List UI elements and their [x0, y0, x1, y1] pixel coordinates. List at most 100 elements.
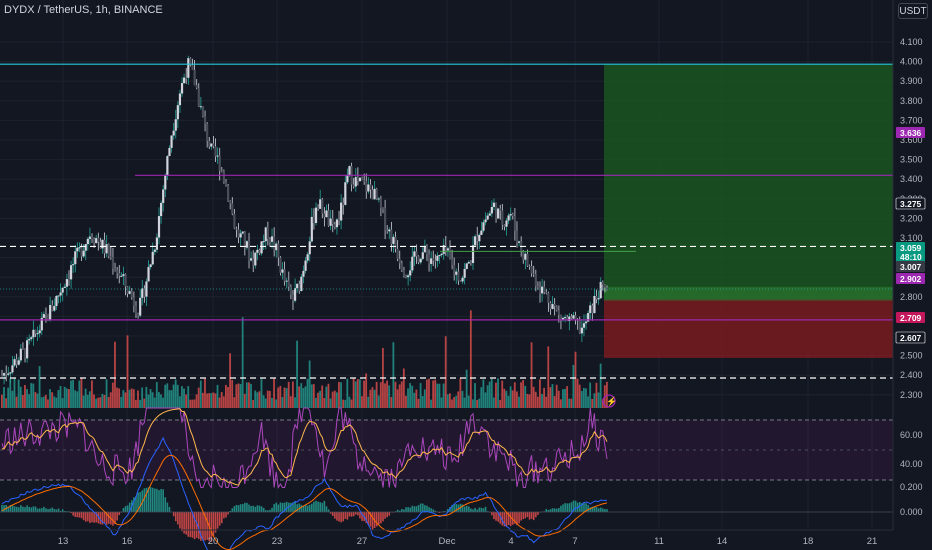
volume-bar: [151, 392, 154, 408]
candle-body: [86, 238, 89, 245]
volume-bar: [417, 398, 420, 408]
candle-body: [201, 106, 205, 117]
candle-body: [438, 255, 441, 257]
volume-bar: [434, 379, 437, 408]
volume-bar: [526, 393, 529, 408]
macd-histogram-bar: [193, 512, 196, 540]
price-axis[interactable]: 4.100 4.000 3.900 3.800 3.700 3.600 3.500 3.400…: [892, 0, 926, 530]
candle-body: [59, 292, 62, 296]
candle-body: [455, 271, 458, 275]
macd-histogram-bar: [593, 506, 596, 512]
volume-bar: [283, 387, 286, 408]
candle-body: [291, 294, 295, 301]
macd-histogram-bar: [34, 506, 37, 512]
volume-bar: [47, 399, 49, 408]
time-axis[interactable]: 13 16 20 23 27 Dec 4 7 11 14 18 21: [0, 529, 893, 547]
candle-body: [162, 189, 165, 203]
candle-body: [275, 243, 278, 251]
candle-body: [450, 258, 454, 266]
macd-histogram-bar: [602, 508, 604, 512]
macd-histogram-bar: [535, 512, 537, 518]
volume-bar: [193, 399, 196, 408]
candle-body: [250, 258, 253, 261]
candle-body: [149, 264, 152, 268]
macd-histogram-bar: [273, 504, 275, 512]
volume-bar: [260, 379, 263, 408]
candle-body: [247, 241, 251, 261]
volume-bar: [599, 363, 602, 408]
macd-histogram-bar: [336, 512, 338, 521]
candle-body: [425, 246, 429, 255]
candle-body: [283, 269, 286, 282]
candle-body: [306, 254, 309, 261]
candle-body: [524, 253, 527, 260]
macd-histogram-bar: [520, 512, 522, 521]
candle-body: [53, 306, 56, 311]
candle-body: [30, 337, 33, 339]
candle-body: [534, 274, 537, 287]
candle-body: [404, 276, 408, 278]
time-tick-label: 13: [58, 536, 69, 547]
candle-body: [603, 284, 607, 288]
macd-histogram-bar: [382, 512, 384, 522]
volume-bar: [407, 388, 409, 408]
currency-button[interactable]: USDT: [898, 3, 928, 19]
candle-body: [90, 236, 94, 239]
macd-histogram-bar: [386, 512, 388, 518]
time-tick-label: 4: [508, 536, 513, 547]
volume-bar: [241, 317, 244, 408]
candle-body: [49, 304, 52, 321]
candle-body: [206, 123, 209, 141]
candle-body: [488, 213, 491, 216]
volume-bar: [499, 399, 502, 408]
volume-bar: [91, 380, 93, 408]
macd-histogram-bar: [484, 506, 487, 512]
time-tick-label: 16: [122, 536, 133, 547]
volume-bar: [572, 364, 575, 408]
volume-bar: [562, 389, 564, 408]
volume-bar: [390, 397, 393, 408]
candle-body: [432, 258, 435, 261]
volume-bar: [438, 383, 441, 408]
volume-bar: [189, 399, 192, 408]
volume-bar: [3, 387, 5, 408]
macd-histogram-bar: [114, 512, 116, 525]
volume-bar: [568, 398, 571, 408]
macd-histogram-bar: [93, 512, 95, 523]
macd-histogram-bar: [151, 487, 154, 512]
candle-body: [95, 238, 98, 244]
candle-body: [478, 234, 481, 242]
candle-body: [281, 269, 284, 273]
candle-body: [289, 286, 292, 295]
volume-bar: [17, 379, 20, 408]
candle-body: [132, 297, 135, 306]
volume-bar: [515, 391, 518, 408]
macd-histogram-bar: [599, 507, 602, 512]
candle-body: [369, 184, 372, 190]
macd-histogram-bar: [331, 512, 334, 516]
candle-body: [434, 260, 437, 262]
volume-bar: [252, 399, 255, 408]
candle-body: [377, 198, 380, 200]
target-zone: [604, 64, 893, 300]
macd-histogram-bar: [118, 512, 121, 516]
macd-histogram-bar: [497, 512, 499, 522]
candle-body: [231, 203, 234, 214]
volume-bar: [245, 382, 248, 408]
volume-bar: [302, 388, 305, 408]
candle-body: [568, 316, 571, 322]
symbol-title[interactable]: DYDX / TetherUS, 1h, BINANCE: [4, 4, 163, 16]
macd-histogram-bar: [327, 509, 330, 512]
macd-histogram-bar: [321, 502, 324, 512]
price-label-text: 48:10: [900, 252, 922, 262]
volume-bar: [120, 396, 123, 408]
candle-body: [241, 231, 244, 234]
macd-histogram-bar: [95, 512, 98, 523]
macd-histogram-bar: [112, 512, 114, 526]
price-tick-label: 3.700: [900, 115, 923, 125]
volume-bar: [183, 388, 185, 408]
candle-body: [503, 224, 506, 227]
price-label-tag: [896, 312, 925, 323]
volume-bar: [222, 396, 225, 408]
